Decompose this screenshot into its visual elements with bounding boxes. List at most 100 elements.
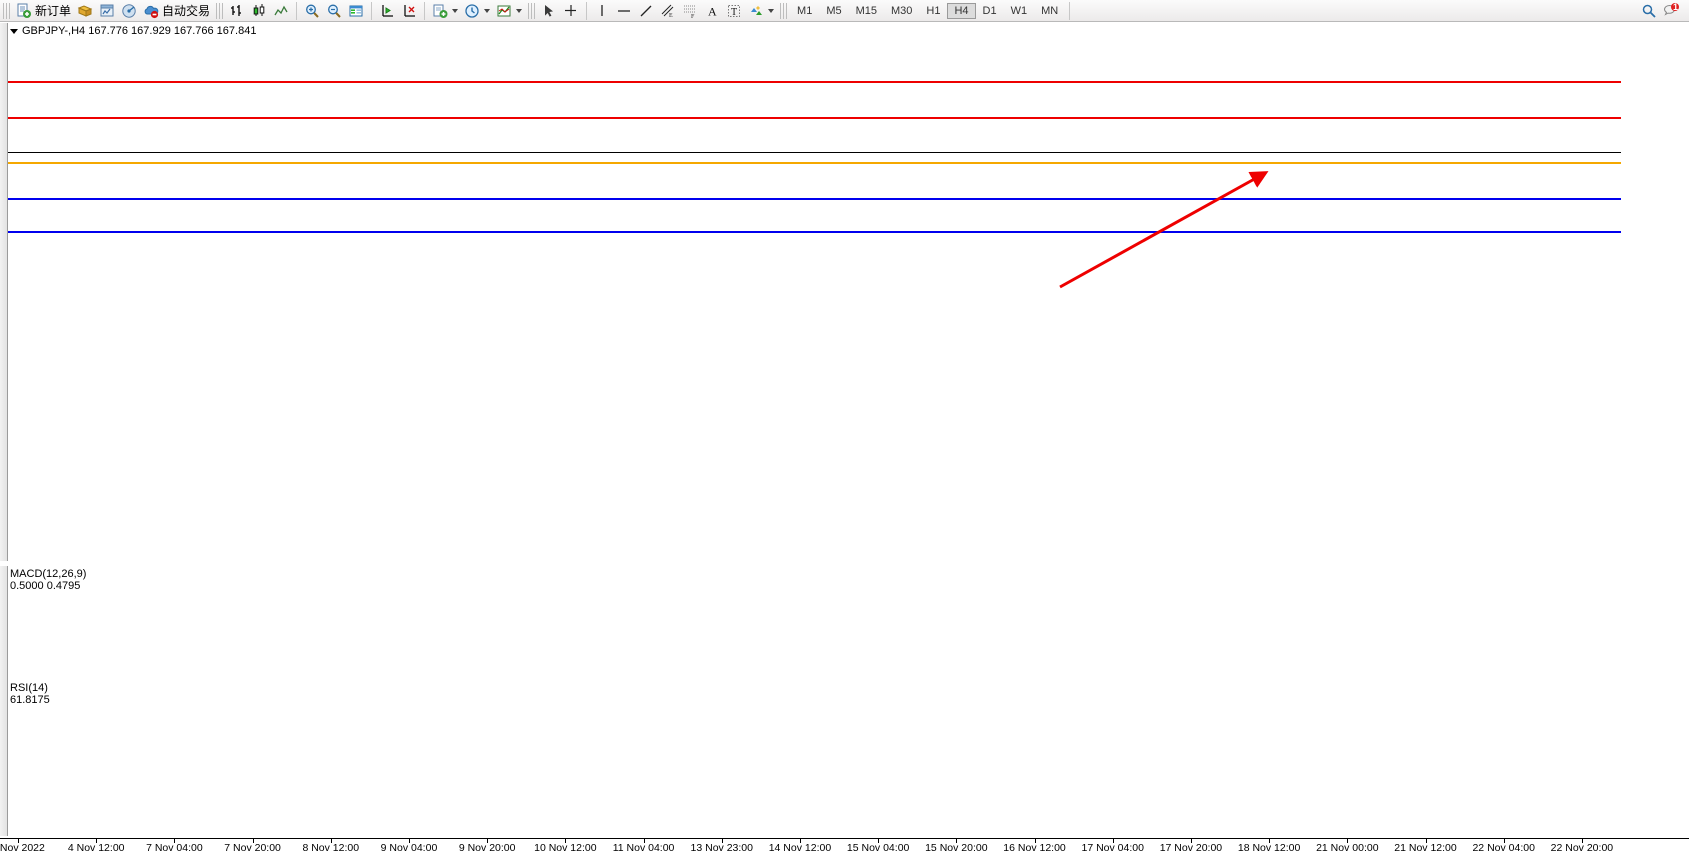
time-tick [487, 839, 489, 843]
timeframe-w1[interactable]: W1 [1010, 4, 1028, 17]
timeframe-d1[interactable]: D1 [982, 4, 997, 17]
equidistant-channel-button[interactable]: E [657, 1, 679, 21]
time-tick [1190, 839, 1192, 843]
time-tick [408, 839, 410, 843]
data-window-button[interactable] [96, 1, 118, 21]
time-axis-label: 8 Nov 12:00 [302, 842, 360, 854]
time-tick [96, 839, 98, 843]
time-tick [1269, 839, 1271, 843]
toolbar-grip[interactable] [3, 2, 10, 19]
timeframe-m1[interactable]: M1 [797, 4, 813, 17]
hline-support-1[interactable] [8, 197, 1621, 200]
template-button[interactable] [429, 1, 461, 21]
panel-grip-rsi[interactable] [0, 680, 8, 836]
timeframe-h1[interactable]: H1 [926, 4, 941, 17]
new-order-button[interactable]: 新订单 [13, 1, 74, 21]
indicator-icon [496, 3, 512, 19]
crosshair-icon [563, 3, 579, 19]
timeframe-m30[interactable]: M30 [891, 4, 913, 17]
cloud-icon [143, 3, 159, 19]
shift-end-button[interactable] [398, 1, 420, 21]
time-axis-label: 3 Nov 2022 [0, 842, 45, 854]
time-tick [1425, 839, 1427, 843]
search-button[interactable] [1638, 1, 1660, 21]
shift-end-icon [401, 3, 417, 19]
timeframe-group: M1 M5 M15 M30 H1 H4 D1 W1 MN [790, 2, 1065, 19]
equidistant-channel-icon: E [660, 3, 676, 19]
timeframe-m15[interactable]: M15 [855, 4, 877, 17]
uptrend-arrow[interactable] [0, 23, 1689, 563]
objects-button[interactable] [745, 1, 777, 21]
panel-grip-macd[interactable] [0, 566, 8, 684]
hline-pivot[interactable] [8, 162, 1621, 165]
zoom-out-icon [326, 3, 342, 19]
auto-trading-button[interactable]: 自动交易 [140, 1, 213, 21]
label-icon: T [726, 3, 742, 19]
time-tick [330, 839, 332, 843]
hline-support-2[interactable] [8, 231, 1621, 234]
hline-current-price[interactable] [8, 152, 1621, 154]
rsi-label: RSI(14) 61.8175 [10, 682, 50, 706]
time-axis-label: 15 Nov 20:00 [925, 842, 988, 854]
line-chart-icon [273, 3, 289, 19]
time-tick [1503, 839, 1505, 843]
template-dropdown-icon[interactable] [452, 8, 459, 13]
time-axis-label: 22 Nov 20:00 [1550, 842, 1614, 854]
timeframe-m5[interactable]: M5 [826, 4, 842, 17]
vline-button[interactable] [591, 1, 613, 21]
wallet-icon [77, 3, 93, 19]
toolbar-separator-1 [296, 1, 298, 20]
time-axis-label: 16 Nov 12:00 [1003, 842, 1066, 854]
text-button[interactable]: A [701, 1, 723, 21]
period-dropdown-icon[interactable] [484, 8, 491, 13]
hline-resistance-2[interactable] [8, 81, 1621, 84]
chart-title-text: GBPJPY-,H4 167.776 167.929 167.766 167.8… [22, 25, 257, 37]
grid-button[interactable] [345, 1, 367, 21]
bar-chart-button[interactable] [226, 1, 248, 21]
time-tick [799, 839, 801, 843]
zoom-out-button[interactable] [323, 1, 345, 21]
shift-start-icon [379, 3, 395, 19]
hline-button[interactable] [613, 1, 635, 21]
wallet-button[interactable] [74, 1, 96, 21]
signals-icon [121, 3, 137, 19]
signals-button[interactable] [118, 1, 140, 21]
time-tick [252, 839, 254, 843]
indicator-button[interactable] [493, 1, 525, 21]
hline-resistance-1[interactable] [8, 116, 1621, 119]
line-chart-button[interactable] [270, 1, 292, 21]
time-tick [174, 839, 176, 843]
fibonacci-button[interactable]: F [679, 1, 701, 21]
text-icon: A [704, 3, 720, 19]
candlestick-chart-button[interactable] [248, 1, 270, 21]
collapse-triangle-icon[interactable] [10, 28, 18, 34]
cursor-button[interactable] [538, 1, 560, 21]
hline-icon [616, 3, 632, 19]
time-axis[interactable]: 3 Nov 2022 4 Nov 12:00 7 Nov 04:00 7 Nov 20… [0, 838, 1689, 860]
indicator-dropdown-icon[interactable] [516, 8, 523, 13]
trendline-button[interactable] [635, 1, 657, 21]
objects-dropdown-icon[interactable] [768, 8, 775, 13]
toolbar-separator-5 [1069, 1, 1071, 20]
timeframe-h4[interactable]: H4 [947, 2, 976, 19]
timeframe-mn[interactable]: MN [1041, 4, 1059, 17]
new-order-label: 新订单 [35, 4, 72, 18]
time-tick [643, 839, 645, 843]
shift-start-button[interactable] [376, 1, 398, 21]
chart-container[interactable]: 169.180168.830168.450168.080167.710167.3… [0, 22, 1689, 860]
toolbar-grip-3[interactable] [528, 2, 536, 19]
crosshair-button[interactable] [560, 1, 582, 21]
vline-icon [594, 3, 610, 19]
period-button[interactable] [461, 1, 493, 21]
panel-grip-price[interactable] [0, 23, 8, 561]
time-tick [565, 839, 567, 843]
toolbar-grip-4[interactable] [780, 2, 788, 19]
alert-button[interactable]: 1 [1660, 1, 1683, 21]
zoom-in-button[interactable] [301, 1, 323, 21]
svg-text:A: A [708, 4, 717, 18]
toolbar-grip-2[interactable] [216, 2, 224, 19]
time-tick [1347, 839, 1349, 843]
macd-label: MACD(12,26,9) 0.5000 0.4795 [10, 568, 87, 592]
cursor-icon [541, 3, 557, 19]
label-button[interactable]: T [723, 1, 745, 21]
